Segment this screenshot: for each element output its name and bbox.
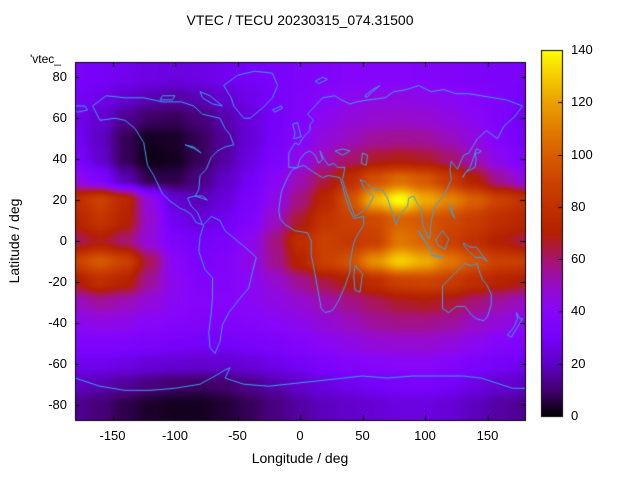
y-tick-label: 40 xyxy=(52,151,67,167)
y-tick-label: 60 xyxy=(52,110,67,126)
x-tick-label: -50 xyxy=(228,428,247,443)
x-tick-label: 150 xyxy=(476,428,499,443)
colorbar-tick-label: 60 xyxy=(571,251,586,267)
x-tick-label: -100 xyxy=(161,428,189,443)
y-tick-label: -80 xyxy=(48,396,67,412)
y-tick-label: 20 xyxy=(52,192,67,208)
x-tick-label: 100 xyxy=(414,428,436,443)
colorbar-tick-label: 20 xyxy=(571,355,586,371)
colorbar-tick-label: 100 xyxy=(571,146,593,162)
x-tick-label: 50 xyxy=(355,428,370,443)
x-axis-label: Longitude / deg xyxy=(251,450,349,466)
y-tick-label: -60 xyxy=(48,355,67,371)
x-tick-label: -150 xyxy=(99,428,126,443)
colorbar-tick-label: 80 xyxy=(571,198,586,214)
y-tick-label: 80 xyxy=(52,69,67,85)
y-tick-label: -40 xyxy=(48,314,67,330)
y-axis-label: Latitude / deg xyxy=(6,198,22,284)
colorbar-tick-label: 120 xyxy=(571,94,593,110)
key-label: 'vtec_ xyxy=(30,52,61,66)
colorbar-tick-label: 140 xyxy=(571,42,593,57)
y-tick-label: 0 xyxy=(59,233,67,248)
x-tick-label: 0 xyxy=(296,428,304,443)
colorbar-tick-label: 0 xyxy=(571,408,579,423)
colorbar-tick-label: 40 xyxy=(571,303,586,319)
chart-title: VTEC / TECU 20230315_074.31500 xyxy=(186,12,414,28)
y-tick-label: -20 xyxy=(48,273,67,289)
